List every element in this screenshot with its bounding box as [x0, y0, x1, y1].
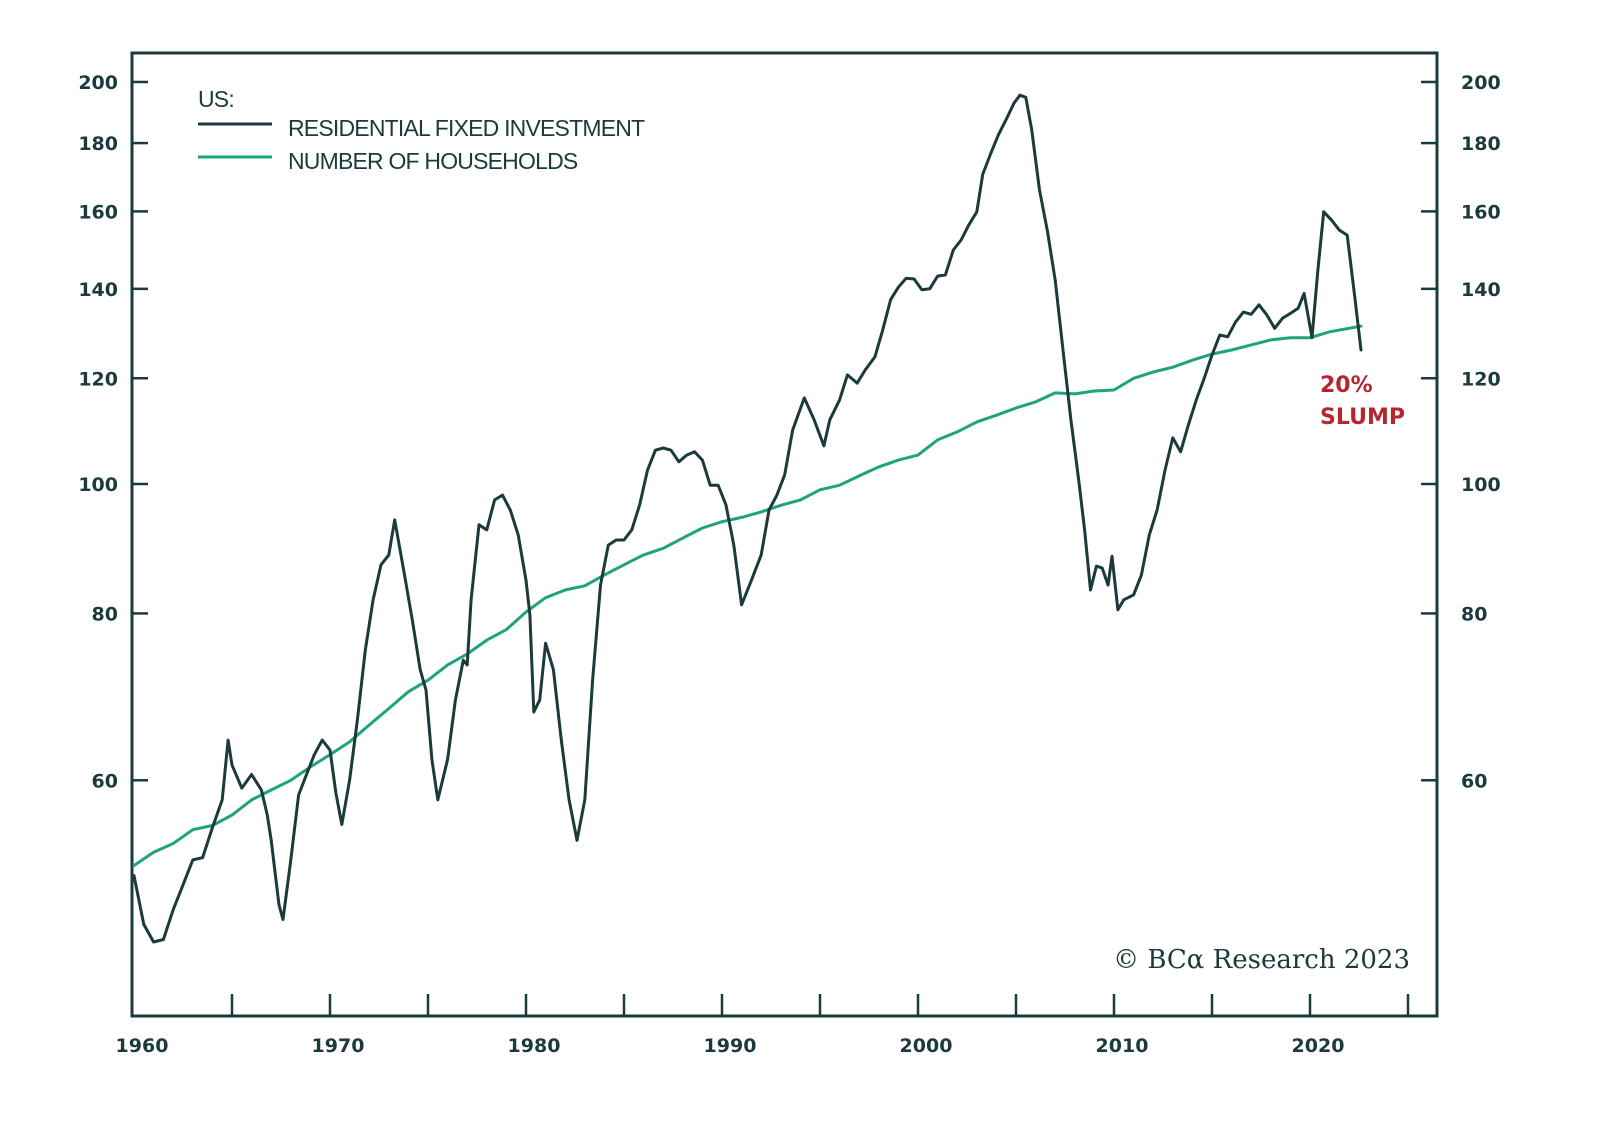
- legend: US: RESIDENTIAL FIXED INVESTMENT NUMBER …: [198, 86, 646, 174]
- y-tick-label-left: 140: [78, 279, 118, 301]
- y-tick-label-left: 100: [78, 474, 118, 496]
- annotation-line-2: SLUMP: [1320, 405, 1405, 430]
- legend-label-households: NUMBER OF HOUSEHOLDS: [288, 148, 578, 174]
- x-tick-label: 1980: [508, 1035, 561, 1057]
- y-tick-label-right: 200: [1461, 72, 1501, 94]
- legend-heading: US:: [198, 86, 234, 112]
- plot-frame: [130, 51, 1439, 1018]
- y-tick-label-right: 80: [1461, 603, 1487, 625]
- y-tick-label-left: 200: [78, 72, 118, 94]
- y-tick-label-left: 180: [78, 133, 118, 155]
- copyright-credit: © BCα Research 2023: [1113, 945, 1410, 975]
- series-line-residential-investment: [132, 93, 1363, 944]
- y-tick-label-left: 80: [92, 603, 118, 625]
- legend-label-residential-investment: RESIDENTIAL FIXED INVESTMENT: [288, 115, 645, 141]
- series-lines: [132, 93, 1363, 944]
- x-tick-label: 2000: [900, 1035, 953, 1057]
- series-line-households: [132, 324, 1363, 867]
- x-tick-label: 1970: [312, 1035, 365, 1057]
- y-tick-label-right: 160: [1461, 201, 1501, 223]
- y-tick-label-right: 140: [1461, 279, 1501, 301]
- y-tick-label-right: 100: [1461, 474, 1501, 496]
- y-tick-label-right: 180: [1461, 133, 1501, 155]
- y-tick-label-left: 120: [78, 368, 118, 390]
- x-tick-label: 1990: [704, 1035, 757, 1057]
- x-tick-label: 2010: [1096, 1035, 1149, 1057]
- x-tick-label: 1960: [116, 1035, 169, 1057]
- x-tick-label: 2020: [1292, 1035, 1345, 1057]
- y-tick-label-right: 120: [1461, 368, 1501, 390]
- y-tick-label-left: 60: [92, 770, 118, 792]
- axes: 60 60 80 80 100 100 120 120 140 140 160 160 180 180 20…: [78, 51, 1501, 1057]
- annotation-line-1: 20%: [1320, 373, 1373, 398]
- y-tick-label-right: 60: [1461, 770, 1487, 792]
- slump-annotation: 20% SLUMP: [1320, 373, 1405, 430]
- y-tick-label-left: 160: [78, 201, 118, 223]
